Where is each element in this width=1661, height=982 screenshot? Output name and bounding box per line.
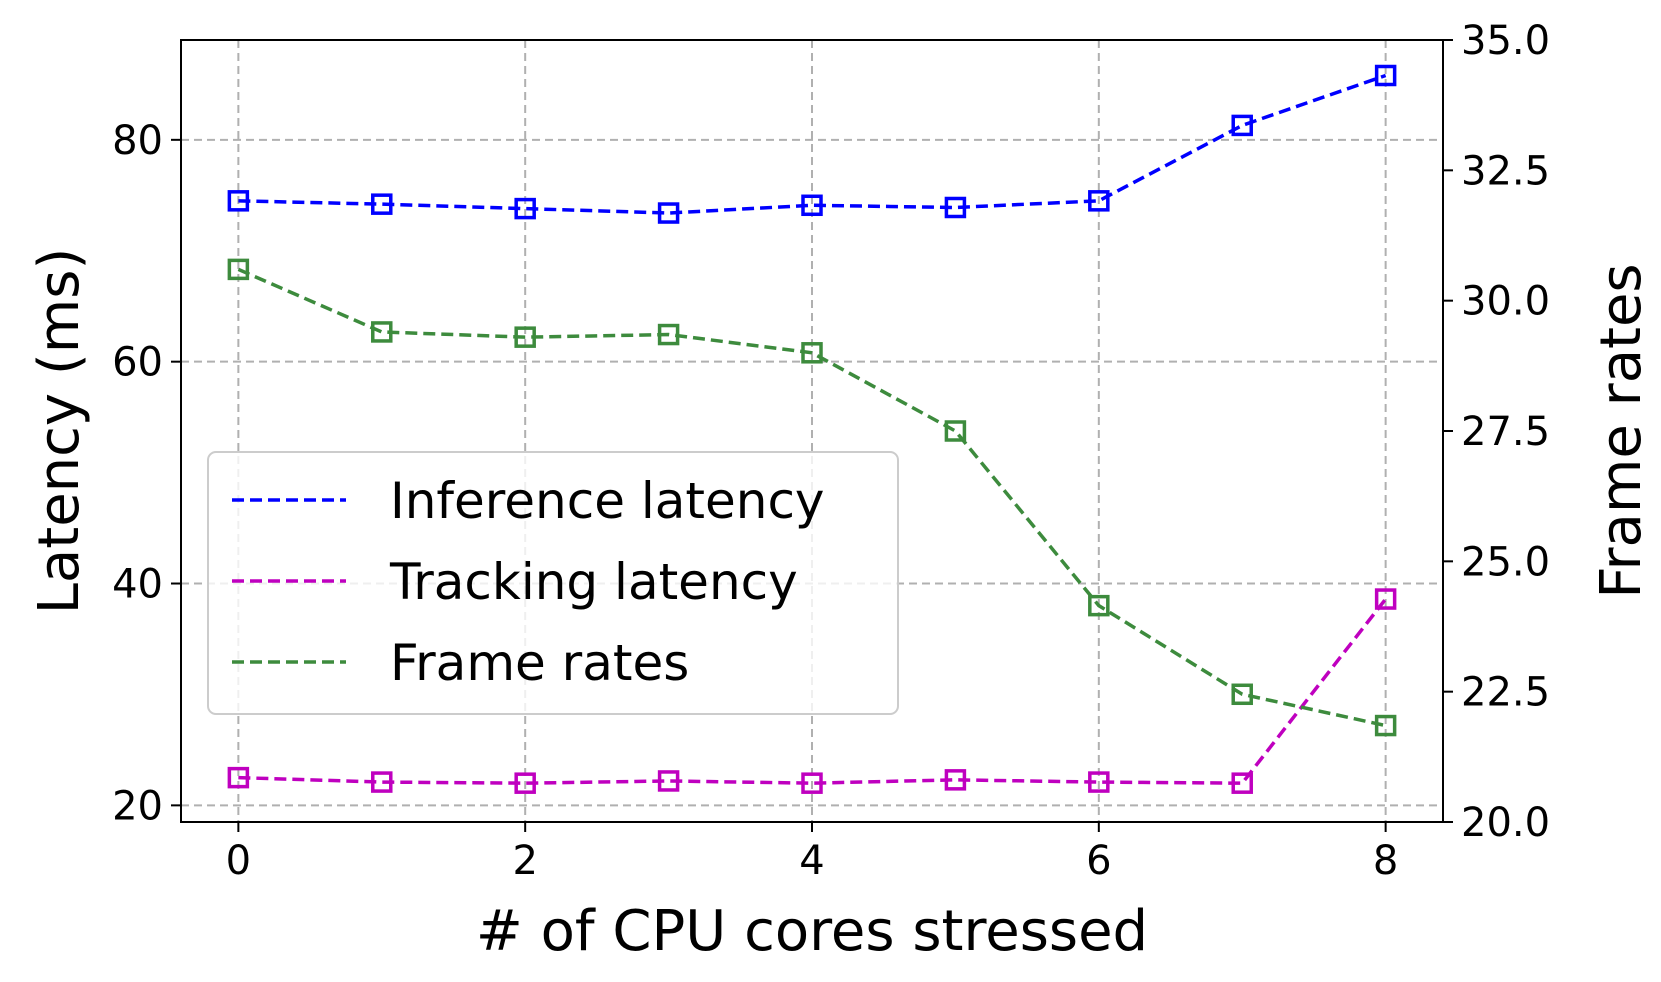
data-point <box>657 323 680 346</box>
data-point <box>657 202 680 224</box>
x-tick-label: 4 <box>799 838 824 884</box>
y-axis-left-label: Latency (ms) <box>27 248 92 615</box>
x-tick-label: 8 <box>1373 838 1398 884</box>
y-axis-right-label: Frame rates <box>1589 263 1654 598</box>
series-line <box>237 267 1387 728</box>
legend-item: Tracking latency <box>232 553 798 611</box>
y-left-tick-label: 80 <box>112 118 163 164</box>
x-axis-label: # of CPU cores stressed <box>476 899 1148 964</box>
data-point <box>1374 588 1397 610</box>
legend-item: Frame rates <box>232 634 689 692</box>
data-point <box>514 772 536 794</box>
legend-item: Inference latency <box>232 472 825 530</box>
series-layer <box>227 64 1397 794</box>
x-tick-label: 2 <box>512 838 537 884</box>
x-tick-label: 6 <box>1086 838 1111 884</box>
data-point <box>1374 64 1397 87</box>
data-point <box>801 342 823 364</box>
legend-label: Frame rates <box>390 634 689 692</box>
data-point <box>1231 772 1253 794</box>
axis-ticks: 0 2 4 6 8 20 40 60 80 20.0 22.5 25.0 27.5 30.0 32.5 35.… <box>112 18 1550 884</box>
data-point <box>801 772 823 794</box>
y-right-tick-label: 25.0 <box>1461 539 1550 585</box>
y-right-tick-label: 22.5 <box>1461 670 1550 716</box>
data-point <box>1088 190 1110 212</box>
data-point <box>944 769 967 791</box>
data-point <box>801 194 823 217</box>
data-point <box>227 190 250 212</box>
data-point <box>657 770 680 792</box>
y-right-tick-label: 20.0 <box>1461 800 1550 846</box>
data-point <box>1088 594 1110 617</box>
series-inference-latency <box>227 64 1397 224</box>
y-left-tick-label: 60 <box>112 340 163 386</box>
legend: Inference latency Tracking latency Frame r… <box>207 451 899 715</box>
data-point <box>944 420 967 442</box>
series-line <box>238 597 1388 785</box>
y-left-tick-label: 40 <box>112 562 163 608</box>
data-point <box>371 193 393 215</box>
y-right-tick-label: 27.5 <box>1461 409 1550 455</box>
series-tracking-latency <box>227 588 1397 794</box>
data-point <box>371 321 393 343</box>
data-point <box>227 258 250 281</box>
series-line <box>238 73 1387 215</box>
data-point <box>514 326 536 348</box>
y-left-tick-label: 20 <box>112 783 163 829</box>
data-point <box>371 771 393 793</box>
legend-label: Tracking latency <box>389 553 798 611</box>
y-right-tick-label: 32.5 <box>1461 148 1550 194</box>
data-point <box>1374 714 1397 737</box>
data-point <box>1231 114 1253 137</box>
legend-box <box>207 451 899 715</box>
data-point <box>1231 683 1253 706</box>
data-point <box>944 196 967 219</box>
data-point <box>1088 771 1110 793</box>
x-tick-label: 0 <box>226 838 251 884</box>
data-point <box>227 766 250 789</box>
y-right-tick-label: 35.0 <box>1461 18 1550 64</box>
y-right-tick-label: 30.0 <box>1461 279 1550 325</box>
legend-label: Inference latency <box>390 472 825 530</box>
series-frame-rates <box>227 258 1397 737</box>
data-point <box>514 197 536 220</box>
